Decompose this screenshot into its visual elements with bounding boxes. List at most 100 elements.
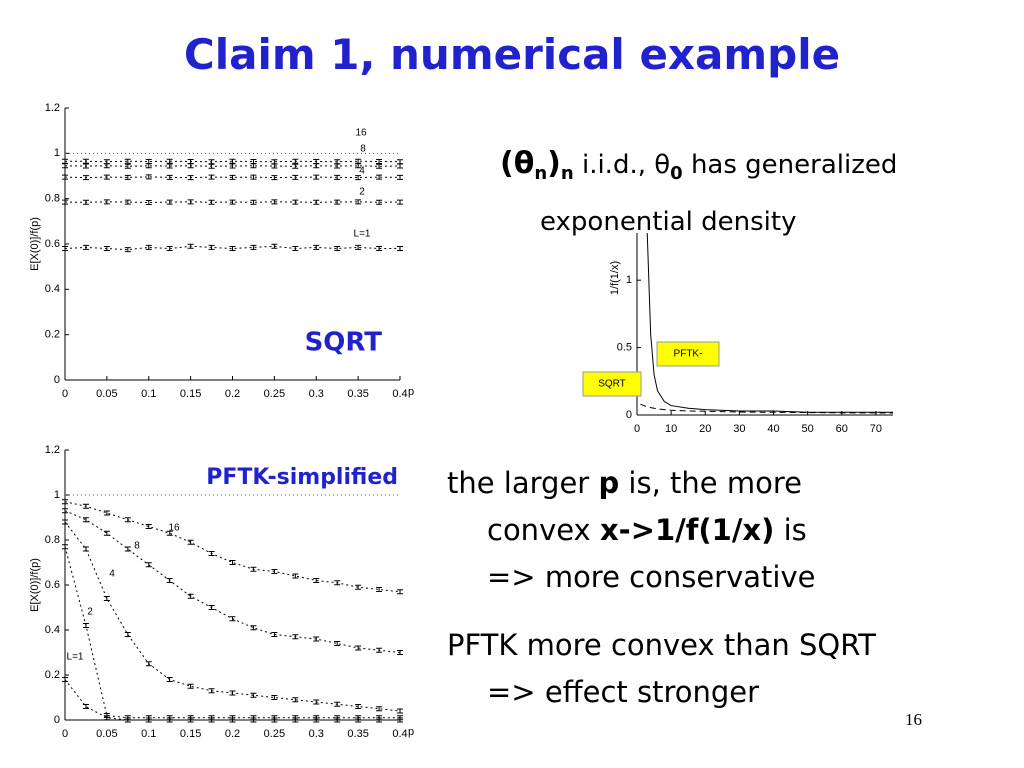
point-marker bbox=[124, 199, 131, 205]
point-marker bbox=[334, 641, 341, 646]
point-marker bbox=[229, 246, 236, 252]
point-marker bbox=[292, 246, 299, 252]
point-marker bbox=[166, 158, 173, 164]
point-marker bbox=[271, 163, 278, 169]
chart-title: PFTK-simplified bbox=[206, 465, 398, 490]
point-marker bbox=[334, 246, 341, 252]
point-marker bbox=[187, 163, 194, 169]
point-marker bbox=[229, 199, 236, 205]
point-marker bbox=[166, 677, 173, 682]
series-label: 8 bbox=[134, 541, 140, 552]
series-label: L=1 bbox=[354, 229, 371, 240]
point-marker bbox=[62, 499, 68, 505]
point-marker bbox=[208, 199, 215, 205]
series-line bbox=[646, 232, 893, 413]
point-marker bbox=[355, 244, 362, 250]
point-marker bbox=[313, 163, 320, 169]
point-marker bbox=[82, 158, 89, 164]
point-marker bbox=[334, 199, 341, 205]
point-marker bbox=[208, 244, 215, 250]
x-tick-label: 70 bbox=[870, 423, 882, 435]
point-marker bbox=[145, 244, 152, 250]
point-marker bbox=[208, 163, 215, 169]
point-marker bbox=[103, 174, 110, 180]
point-marker bbox=[145, 163, 152, 169]
point-marker bbox=[271, 695, 278, 700]
legend-label: SQRT bbox=[598, 379, 626, 390]
point-marker bbox=[397, 246, 403, 252]
point-marker bbox=[292, 199, 299, 205]
point-marker bbox=[187, 158, 194, 164]
x-tick-label: 10 bbox=[665, 423, 677, 435]
point-marker bbox=[271, 175, 278, 181]
y-axis-label: 1/f(1/x) bbox=[609, 261, 621, 295]
point-marker bbox=[208, 688, 215, 694]
point-marker bbox=[82, 244, 89, 250]
point-marker bbox=[82, 623, 89, 628]
x-tick-label: 0.35 bbox=[347, 388, 368, 400]
point-marker bbox=[334, 717, 341, 723]
series-line bbox=[640, 403, 894, 414]
point-marker bbox=[271, 717, 278, 723]
x-tick-label: 0.35 bbox=[347, 728, 368, 740]
point-marker bbox=[229, 560, 236, 565]
point-marker bbox=[313, 699, 320, 705]
point-marker bbox=[166, 174, 173, 180]
y-axis-label: E[X(0)]/f(p) bbox=[29, 217, 41, 271]
point-marker bbox=[124, 717, 131, 723]
x-tick-label: 0 bbox=[62, 388, 68, 400]
point-marker bbox=[271, 243, 278, 249]
series-line bbox=[64, 201, 401, 204]
point-marker bbox=[355, 163, 362, 169]
point-marker bbox=[250, 717, 257, 723]
point-marker bbox=[166, 578, 173, 583]
note-part: ) bbox=[547, 146, 561, 181]
point-marker bbox=[397, 174, 403, 180]
series-line bbox=[64, 510, 401, 653]
point-marker bbox=[376, 647, 383, 653]
series-label: 2 bbox=[359, 187, 365, 198]
point-marker bbox=[292, 634, 299, 640]
point-marker bbox=[376, 246, 383, 252]
bullet: the larger p is, the more convex x->1/f(… bbox=[447, 460, 1024, 601]
point-marker bbox=[250, 692, 257, 698]
page-number: 16 bbox=[905, 710, 922, 729]
point-marker bbox=[187, 175, 194, 181]
point-marker bbox=[103, 530, 110, 536]
y-tick-label: 0.5 bbox=[617, 341, 632, 353]
x-tick-label: 0.25 bbox=[264, 388, 285, 400]
point-marker bbox=[82, 546, 89, 552]
point-marker bbox=[250, 625, 257, 631]
point-marker bbox=[124, 546, 131, 552]
point-marker bbox=[250, 566, 257, 572]
point-marker bbox=[82, 503, 89, 509]
point-marker bbox=[124, 247, 131, 253]
point-marker bbox=[62, 199, 68, 205]
note-sub: n bbox=[534, 163, 548, 185]
slide-title: Claim 1, numerical example bbox=[183, 30, 841, 79]
point-marker bbox=[355, 717, 362, 723]
series-line bbox=[64, 501, 401, 593]
point-marker bbox=[103, 715, 110, 721]
y-tick-label: 1 bbox=[626, 274, 632, 286]
bullet-text: convex bbox=[487, 513, 600, 547]
note-part: has generalized bbox=[682, 150, 898, 180]
series-label: 8 bbox=[360, 144, 366, 155]
point-marker bbox=[355, 175, 362, 181]
series-label: 16 bbox=[168, 523, 180, 534]
bullet-text: => more conservative bbox=[487, 560, 816, 594]
series-label: 4 bbox=[359, 166, 365, 177]
point-marker bbox=[376, 158, 383, 164]
y-tick-label: 1 bbox=[54, 147, 60, 159]
point-marker bbox=[124, 163, 131, 169]
point-marker bbox=[82, 199, 89, 205]
x-tick-label: 0 bbox=[634, 423, 640, 435]
y-tick-label: 1 bbox=[54, 489, 60, 501]
point-marker bbox=[292, 717, 299, 723]
x-tick-label: 0 bbox=[62, 728, 68, 740]
bullet-text: is, the more bbox=[619, 466, 802, 500]
bullet-text: x->1/f(1/x) bbox=[599, 513, 775, 547]
point-marker bbox=[292, 158, 299, 164]
point-marker bbox=[229, 174, 236, 180]
point-marker bbox=[292, 573, 299, 579]
